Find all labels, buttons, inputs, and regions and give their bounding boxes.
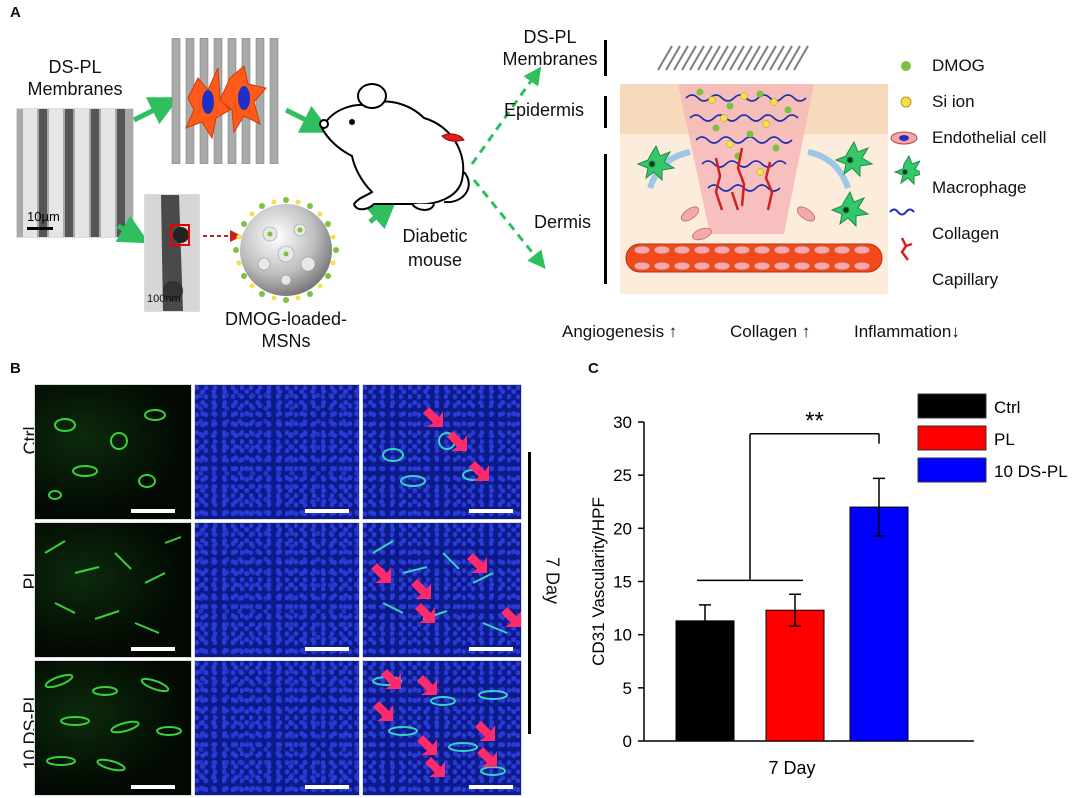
image-10-ds-pl-cd31 — [34, 660, 192, 796]
scale-bar — [469, 647, 513, 651]
up-arrow-icon: ↑ — [664, 322, 678, 341]
legend-dmog: DMOG — [932, 56, 985, 75]
image-10-ds-pl-dapi — [194, 660, 360, 796]
image-10-ds-pl-merge — [362, 660, 522, 796]
y-tick-label: 20 — [613, 519, 632, 538]
y-axis-label: CD31 Vascularity/HPF — [589, 497, 608, 666]
y-tick-label: 10 — [613, 626, 632, 645]
cells-on-fibers — [168, 37, 284, 165]
layer-epidermis-label: Epidermis — [504, 100, 585, 120]
down-arrow-icon: ↓ — [951, 322, 960, 341]
cd31-bar-chart: 0 5 10 15 20 25 30 ** Ctrl PL 10 DS-PL CD31 Vasc… — [589, 393, 1068, 778]
scale-bar — [305, 785, 349, 789]
arrow-msn-to-mouse — [364, 198, 398, 230]
msn-label: DMOG-loaded- MSNs — [224, 309, 348, 351]
legend-label: 10 DS-PL — [994, 462, 1068, 481]
layer-membranes-label: DS-PL Membranes — [502, 27, 598, 69]
capillary-icon — [900, 237, 913, 261]
legend-macrophage: Macrophage — [932, 178, 1027, 197]
y-tick-label: 15 — [613, 573, 632, 592]
image-ctrl-merge — [362, 384, 522, 520]
chart-bars — [675, 506, 909, 742]
zoom-line-bottom — [472, 179, 546, 270]
scale-bar — [131, 647, 175, 651]
x-axis-label: 7 Day — [768, 758, 815, 778]
arrow-cells-to-mouse — [284, 105, 332, 133]
y-tick-label: 25 — [613, 466, 632, 485]
sem-image: 10µm — [16, 108, 134, 238]
significance-bracket: ** — [697, 408, 880, 582]
legend-endothelial-cell: Endothelial cell — [932, 128, 1047, 147]
image-pl-merge — [362, 522, 522, 658]
scale-bar — [305, 509, 349, 513]
legend-swatch — [917, 457, 987, 483]
yellow-dot-icon — [900, 96, 912, 108]
mouse-wound — [441, 133, 465, 142]
panel-c-label: C — [588, 360, 599, 377]
zoom-line-top — [470, 66, 542, 165]
scale-bar — [469, 509, 513, 513]
panel-a-arrows — [115, 66, 546, 270]
mouse-label: Diabetic mouse — [402, 226, 468, 270]
outcome-angiogenesis: Angiogenesis ↑ — [562, 322, 678, 341]
arrow-sem-to-cells — [132, 97, 180, 125]
legend-capillary: Capillary — [932, 270, 999, 289]
layer-membranes-bracket — [604, 40, 607, 76]
tem-scale-label: 100nm — [147, 293, 181, 305]
y-tick-label: 30 — [613, 413, 632, 432]
legend-label: Ctrl — [994, 398, 1020, 417]
bar-ctrl — [675, 620, 735, 742]
panel-a-label: A — [10, 4, 21, 21]
msn-sphere — [230, 194, 342, 306]
chart-legend: Ctrl PL 10 DS-PL — [917, 393, 1068, 483]
chart-ticks: 0 5 10 15 20 25 30 — [613, 413, 644, 751]
arrow-sem-to-tem — [115, 215, 150, 244]
membranes-label: DS-PL Membranes — [27, 57, 123, 99]
skin-schematic — [620, 38, 888, 294]
legend-swatch — [917, 425, 987, 451]
bar-pl — [765, 609, 825, 742]
image-ctrl-cd31 — [34, 384, 192, 520]
macrophage-icon — [893, 154, 920, 186]
y-tick-label: 5 — [623, 679, 632, 698]
up-arrow-icon: ↑ — [797, 322, 811, 341]
diabetic-mouse-drawing — [314, 76, 474, 216]
time-label-vertical: 7 Day — [542, 556, 563, 605]
image-pl-dapi — [194, 522, 360, 658]
y-tick-label: 0 — [623, 732, 632, 751]
legend-label: PL — [994, 430, 1015, 449]
image-ctrl-dapi — [194, 384, 360, 520]
layer-epidermis-bracket — [604, 96, 607, 128]
bar-10-ds-pl — [849, 506, 909, 742]
schematic-legend: DMOG Si ion Endothelial cell Macrophage … — [888, 52, 1084, 302]
scale-bar — [131, 509, 175, 513]
collagen-wave-icon — [889, 208, 915, 216]
panel-b-label: B — [10, 360, 21, 377]
outcome-inflammation: Inflammation↓ — [854, 322, 960, 341]
layer-dermis-label: Dermis — [534, 212, 591, 232]
outcome-collagen: Collagen ↑ — [730, 322, 811, 341]
green-dot-icon — [901, 61, 911, 71]
legend-swatch — [917, 393, 987, 419]
chart-error-bars — [699, 477, 885, 638]
scale-bar — [469, 785, 513, 789]
sem-scale-label: 10µm — [27, 209, 60, 224]
scale-bar — [131, 785, 175, 789]
layer-dermis-bracket — [604, 154, 607, 284]
legend-collagen: Collagen — [932, 224, 1000, 243]
image-pl-cd31 — [34, 522, 192, 658]
legend-si-ion: Si ion — [932, 92, 975, 111]
scale-bar — [305, 647, 349, 651]
significance-stars: ** — [805, 408, 824, 435]
time-bracket — [528, 452, 531, 734]
tem-image: 100nm — [144, 194, 200, 312]
